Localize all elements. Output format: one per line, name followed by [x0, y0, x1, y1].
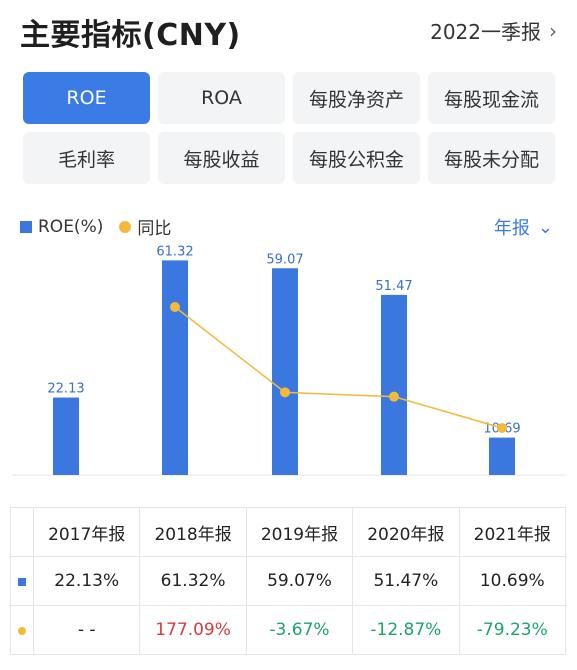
bar-value-label: 59.07: [266, 252, 303, 267]
table-cell: -12.87%: [352, 605, 460, 655]
table-cell: 177.09%: [139, 605, 247, 655]
tab-cashflow-per-share[interactable]: 每股现金流: [428, 72, 555, 124]
bar-value-label: 51.47: [375, 279, 412, 294]
tab-net-asset-per-share[interactable]: 每股净资产: [293, 72, 420, 124]
table-cell: 61.32%: [139, 556, 247, 606]
tab-undistributed-per-share[interactable]: 每股未分配: [428, 132, 555, 184]
tab-roa[interactable]: ROA: [158, 72, 285, 124]
yoy-point[interactable]: [280, 387, 290, 398]
bar-value-label: 61.32: [156, 244, 193, 259]
table-cell: -3.67%: [245, 605, 354, 655]
yoy-point[interactable]: [497, 423, 507, 433]
table-header-row: 2017年报 2018年报 2019年报 2020年报 2021年报: [10, 507, 567, 557]
table-cell: -79.23%: [458, 605, 567, 655]
yoy-row-marker: [10, 605, 34, 655]
period-selector[interactable]: 2022一季报 ›: [430, 16, 557, 45]
page-title: 主要指标(CNY): [20, 18, 241, 53]
table-row-yoy: - - 177.09% -3.67% -12.87% -79.23%: [10, 605, 567, 655]
chevron-right-icon: ›: [549, 18, 557, 43]
table-row-roe: 22.13% 61.32% 59.07% 51.47% 10.69%: [10, 556, 567, 606]
period-label: 2022一季报: [430, 20, 541, 44]
tab-reserve-per-share[interactable]: 每股公积金: [293, 132, 420, 184]
bar-2020年报[interactable]: [381, 294, 407, 475]
legend-bar-label: ROE(%): [38, 216, 104, 237]
bar-value-label: 22.13: [47, 382, 84, 397]
yoy-point[interactable]: [170, 302, 180, 312]
chevron-down-icon: ⌄: [537, 216, 553, 238]
table-cell: 59.07%: [245, 556, 354, 606]
table-corner: [10, 507, 34, 557]
table-header: 2020年报: [352, 507, 460, 557]
yoy-line: [174, 306, 503, 429]
table-cell: 22.13%: [32, 556, 141, 606]
tab-gross-margin[interactable]: 毛利率: [23, 132, 150, 184]
roe-row-marker: [10, 556, 34, 606]
line-legend-dot-icon: [119, 220, 132, 233]
bar-2017年报[interactable]: [53, 397, 79, 475]
bar-2018年报[interactable]: [162, 260, 188, 475]
table-cell: 10.69%: [458, 556, 567, 606]
table-header: 2019年报: [245, 507, 354, 557]
square-icon: [18, 578, 26, 586]
data-table: 2017年报 2018年报 2019年报 2020年报 2021年报 22.13…: [10, 507, 567, 655]
indicator-tabs: ROE ROA 每股净资产 每股现金流 毛利率 每股收益 每股公积金 每股未分配: [23, 72, 555, 184]
dot-icon: [18, 627, 26, 635]
header: 主要指标(CNY) 2022一季报 ›: [0, 0, 577, 60]
table-cell: 51.47%: [352, 556, 460, 606]
table-header: 2021年报: [458, 507, 567, 557]
tab-eps[interactable]: 每股收益: [158, 132, 285, 184]
bar-2019年报[interactable]: [272, 268, 298, 475]
table-cell: - -: [32, 605, 141, 655]
annual-dropdown[interactable]: 年报 ⌄: [494, 214, 553, 240]
bar-legend-square-icon: [20, 220, 32, 233]
legend-line-label: 同比: [137, 219, 172, 239]
annual-label: 年报: [493, 218, 530, 239]
table-header: 2018年报: [139, 507, 247, 557]
bar-2021年报[interactable]: [489, 437, 515, 475]
tab-roe[interactable]: ROE: [23, 72, 150, 124]
chart-legend: ROE(%) 同比: [20, 214, 171, 239]
yoy-point[interactable]: [389, 391, 399, 402]
table-header: 2017年报: [32, 507, 141, 557]
